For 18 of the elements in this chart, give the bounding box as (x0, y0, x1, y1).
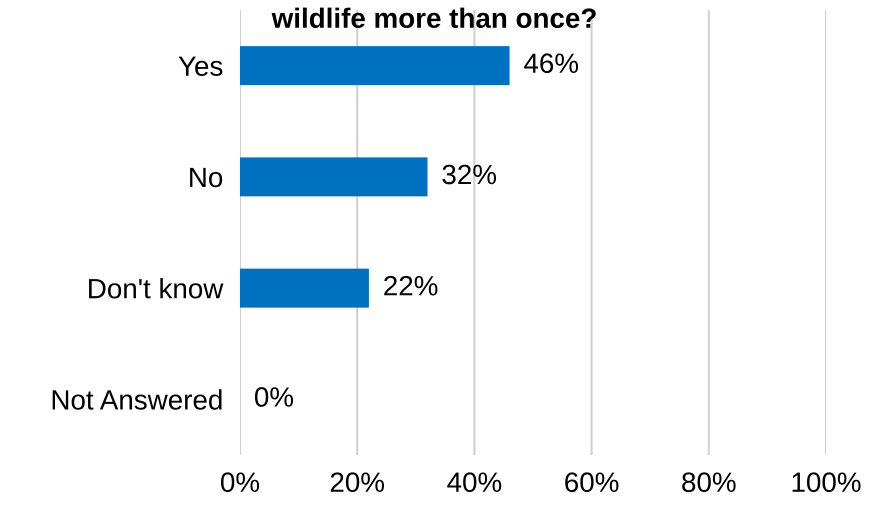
bar (240, 268, 369, 308)
bar (240, 46, 510, 86)
y-tick-label: Not Answered (52, 389, 222, 410)
x-tick-label: 40% (447, 472, 502, 492)
x-tick-label: 80% (682, 472, 736, 492)
chart-title: wildlife more than once? (272, 8, 596, 28)
data-label: 22% (384, 276, 438, 296)
y-tick-label: Yes (178, 56, 222, 76)
x-tick-label: 60% (565, 472, 618, 492)
y-tick-label: No (190, 168, 222, 188)
y-tick-label: Don't know (89, 278, 224, 298)
data-label: 46% (524, 53, 578, 74)
data-label: 0% (254, 387, 294, 407)
x-tick-label: 100% (792, 472, 861, 492)
bar (240, 157, 428, 196)
data-label: 32% (442, 164, 496, 184)
x-tick-label: 0% (221, 472, 260, 492)
x-tick-label: 20% (330, 472, 384, 492)
